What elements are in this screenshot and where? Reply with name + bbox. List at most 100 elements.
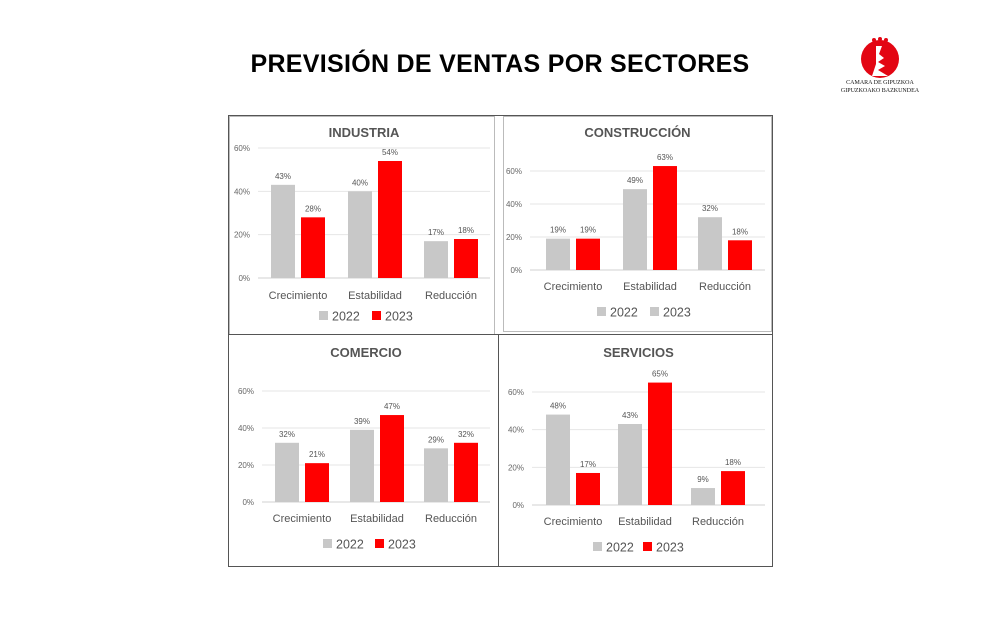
legend-swatch (643, 542, 652, 551)
data-label: 48% (550, 402, 566, 411)
y-tick-label: 20% (238, 461, 254, 470)
bar-2022 (350, 429, 374, 502)
data-label: 39% (354, 417, 370, 426)
x-category-label: Crecimiento (269, 290, 328, 302)
data-label: 32% (279, 430, 295, 439)
bar-2023 (454, 239, 478, 278)
bar-2023 (728, 240, 752, 270)
bar-2022 (424, 241, 448, 278)
legend-label: 2022 (606, 541, 634, 555)
data-label: 49% (627, 176, 643, 185)
x-category-label: Reducción (425, 290, 477, 302)
y-tick-label: 20% (506, 233, 522, 242)
chart-title: CONSTRUCCIÓN (584, 125, 690, 140)
bar-2022 (424, 448, 448, 502)
x-category-label: Crecimiento (273, 513, 332, 525)
data-label: 17% (428, 228, 444, 237)
legend-swatch (375, 539, 384, 548)
x-category-label: Reducción (425, 513, 477, 525)
y-tick-label: 60% (238, 387, 254, 396)
data-label: 54% (382, 148, 398, 157)
bar-2023 (380, 415, 404, 502)
bar-2022 (698, 217, 722, 270)
legend-label: 2023 (663, 306, 691, 320)
legend-swatch (319, 311, 328, 320)
logo-emblem-icon (861, 37, 899, 78)
bar-2022 (623, 189, 647, 270)
panel-border (503, 116, 772, 332)
y-tick-label: 40% (238, 424, 254, 433)
y-tick-label: 0% (238, 274, 250, 283)
data-label: 18% (725, 458, 741, 467)
y-tick-label: 60% (508, 388, 524, 397)
bar-2023 (301, 217, 325, 278)
bar-2023 (454, 442, 478, 502)
legend-label: 2022 (610, 306, 638, 320)
x-category-label: Estabilidad (348, 290, 402, 302)
bar-2022 (546, 238, 570, 270)
data-label: 9% (697, 475, 709, 484)
data-label: 65% (652, 370, 668, 379)
legend-swatch (650, 307, 659, 316)
chart-title: COMERCIO (330, 345, 402, 360)
y-tick-label: 40% (506, 200, 522, 209)
y-tick-label: 0% (242, 498, 254, 507)
data-label: 19% (580, 226, 596, 235)
x-category-label: Reducción (692, 516, 744, 528)
x-category-label: Crecimiento (544, 516, 603, 528)
camara-gipuzkoa-logo: CAMARA DE GIPUZKOA GIPUZKOAKO BAZKUNDEA (832, 34, 928, 98)
data-label: 18% (732, 227, 748, 236)
y-tick-label: 0% (512, 501, 524, 510)
y-tick-label: 60% (234, 144, 250, 153)
data-label: 32% (458, 430, 474, 439)
chart-title: INDUSTRIA (329, 125, 400, 140)
y-tick-label: 20% (234, 231, 250, 240)
bar-2022 (271, 184, 295, 278)
page-title: PREVISIÓN DE VENTAS POR SECTORES (250, 50, 750, 78)
y-tick-label: 20% (508, 463, 524, 472)
bar-2023 (378, 161, 402, 278)
legend-label: 2022 (332, 310, 360, 324)
data-label: 29% (428, 435, 444, 444)
data-label: 63% (657, 153, 673, 162)
bar-2023 (576, 472, 600, 505)
bar-2023 (653, 166, 677, 270)
x-category-label: Reducción (699, 281, 751, 293)
legend-label: 2023 (656, 541, 684, 555)
y-tick-label: 40% (508, 426, 524, 435)
bar-2022 (618, 424, 642, 505)
chart-title: SERVICIOS (603, 345, 674, 360)
bar-2023 (305, 463, 329, 502)
legend-label: 2022 (336, 538, 364, 552)
legend-swatch (372, 311, 381, 320)
y-tick-label: 40% (234, 187, 250, 196)
bar-2022 (348, 191, 372, 278)
data-label: 47% (384, 402, 400, 411)
bar-2023 (648, 382, 672, 505)
data-label: 18% (458, 226, 474, 235)
bar-2022 (691, 488, 715, 505)
legend-label: 2023 (385, 310, 413, 324)
data-label: 43% (275, 172, 291, 181)
legend-label: 2023 (388, 538, 416, 552)
legend-swatch (593, 542, 602, 551)
bar-2023 (576, 238, 600, 270)
data-label: 17% (580, 460, 596, 469)
data-label: 28% (305, 204, 321, 213)
data-label: 32% (702, 204, 718, 213)
legend-swatch (597, 307, 606, 316)
data-label: 43% (622, 411, 638, 420)
charts-outer-border (228, 115, 773, 567)
x-category-label: Crecimiento (544, 281, 603, 293)
data-label: 19% (550, 226, 566, 235)
x-category-label: Estabilidad (623, 281, 677, 293)
bar-2022 (275, 442, 299, 502)
legend-swatch (323, 539, 332, 548)
data-label: 21% (309, 450, 325, 459)
x-category-label: Estabilidad (350, 513, 404, 525)
bar-2023 (721, 471, 745, 505)
data-label: 40% (352, 178, 368, 187)
y-tick-label: 0% (510, 266, 522, 275)
x-category-label: Estabilidad (618, 516, 672, 528)
